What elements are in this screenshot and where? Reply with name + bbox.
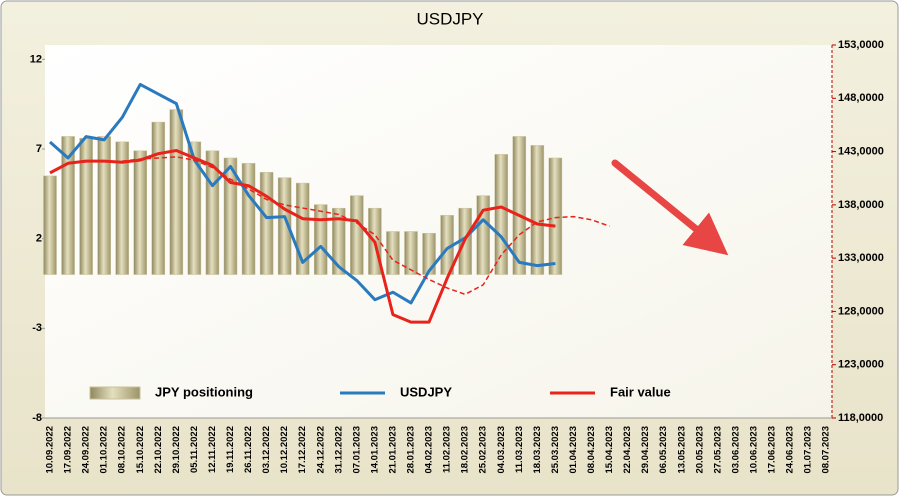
x-tick-label: 17.06.2023 xyxy=(767,426,778,474)
x-tick-label: 07.01.2023 xyxy=(351,426,362,474)
y2-tick-label: 153,0000 xyxy=(838,39,884,51)
x-tick-label: 25.03.2023 xyxy=(550,426,561,474)
x-tick-label: 03.12.2022 xyxy=(261,426,272,474)
y2-tick-label: 143,0000 xyxy=(838,145,884,157)
x-tick-label: 27.05.2023 xyxy=(712,426,723,474)
x-tick-label: 21.01.2023 xyxy=(387,426,398,474)
x-tick-label: 24.09.2022 xyxy=(81,426,92,474)
bar xyxy=(404,231,418,275)
bar xyxy=(332,207,346,275)
legend-label: USDJPY xyxy=(400,384,452,399)
bar xyxy=(97,136,111,275)
x-tick-label: 25.02.2023 xyxy=(478,426,489,474)
x-tick-label: 10.12.2022 xyxy=(279,426,290,474)
x-tick-label: 10.06.2023 xyxy=(748,426,759,474)
y-tick-label: -8 xyxy=(32,412,42,424)
x-tick-label: 03.06.2023 xyxy=(730,426,741,474)
bar xyxy=(386,231,400,275)
y-tick-label: 2 xyxy=(36,233,42,245)
x-tick-label: 22.10.2022 xyxy=(153,426,164,474)
x-tick-label: 10.09.2022 xyxy=(45,426,56,474)
x-tick-label: 17.09.2022 xyxy=(63,426,74,474)
bar xyxy=(223,157,238,275)
x-tick-label: 14.01.2023 xyxy=(369,426,380,474)
x-tick-label: 20.05.2023 xyxy=(694,426,705,474)
x-tick-label: 04.02.2023 xyxy=(424,426,435,474)
y-tick-label: 12 xyxy=(30,53,42,65)
bar xyxy=(350,195,364,275)
x-tick-label: 24.06.2023 xyxy=(785,426,796,474)
x-tick-label: 18.03.2023 xyxy=(532,426,543,474)
x-tick-label: 06.05.2023 xyxy=(658,426,669,474)
chart-title: USDJPY xyxy=(416,9,483,28)
x-tick-label: 31.12.2022 xyxy=(333,426,344,474)
legend-label: Fair value xyxy=(610,384,671,399)
y2-tick-label: 148,0000 xyxy=(838,92,884,104)
x-tick-label: 24.12.2022 xyxy=(315,426,326,474)
x-tick-label: 11.03.2023 xyxy=(514,426,525,473)
y-tick-label: -3 xyxy=(32,322,42,334)
x-tick-label: 01.04.2023 xyxy=(568,426,579,474)
y2-tick-label: 138,0000 xyxy=(838,199,884,211)
x-tick-label: 19.11.2022 xyxy=(225,426,236,473)
x-tick-label: 26.11.2022 xyxy=(243,426,254,473)
x-tick-label: 04.03.2023 xyxy=(496,426,507,474)
x-tick-label: 28.01.2023 xyxy=(406,426,417,474)
bar xyxy=(494,154,508,275)
x-tick-label: 08.04.2023 xyxy=(586,426,597,474)
bar xyxy=(115,141,129,275)
x-tick-label: 17.12.2022 xyxy=(297,426,308,474)
bar xyxy=(476,195,490,275)
bar xyxy=(548,157,563,275)
x-tick-label: 11.02.2023 xyxy=(442,426,453,473)
x-tick-label: 22.04.2023 xyxy=(622,426,633,474)
x-tick-label: 15.04.2023 xyxy=(604,426,615,474)
x-tick-label: 05.11.2022 xyxy=(189,426,200,473)
y-tick-label: 7 xyxy=(36,143,42,155)
x-tick-label: 01.07.2023 xyxy=(803,426,814,474)
bar xyxy=(277,177,292,275)
x-tick-label: 29.04.2023 xyxy=(640,426,651,474)
trend-arrow xyxy=(611,159,729,256)
y2-tick-label: 118,0000 xyxy=(838,412,883,424)
line xyxy=(122,156,610,296)
bar xyxy=(133,150,147,275)
bar xyxy=(422,233,436,275)
bar xyxy=(61,136,75,275)
bar xyxy=(43,175,57,275)
bar xyxy=(259,172,274,275)
bar xyxy=(512,136,527,275)
bar xyxy=(169,109,184,275)
x-tick-label: 18.02.2023 xyxy=(460,426,471,474)
x-tick-label: 01.10.2022 xyxy=(99,426,110,474)
y2-tick-label: 133,0000 xyxy=(838,252,884,264)
y2-tick-label: 123,0000 xyxy=(838,359,884,371)
legend-label: JPY positioning xyxy=(155,384,253,399)
x-tick-label: 08.10.2022 xyxy=(117,426,128,474)
legend-swatch xyxy=(89,386,141,400)
bar xyxy=(79,138,93,275)
line xyxy=(49,149,556,324)
x-tick-label: 15.10.2022 xyxy=(135,426,146,474)
x-tick-label: 29.10.2022 xyxy=(171,426,182,474)
x-tick-label: 12.11.2022 xyxy=(207,426,218,473)
bar xyxy=(151,121,166,275)
bar xyxy=(530,145,545,275)
bar xyxy=(187,141,202,275)
bar xyxy=(241,163,256,275)
y2-tick-label: 128,0000 xyxy=(838,305,884,317)
x-tick-label: 08.07.2023 xyxy=(821,426,832,474)
x-tick-label: 13.05.2023 xyxy=(676,426,687,474)
bar xyxy=(314,204,328,275)
